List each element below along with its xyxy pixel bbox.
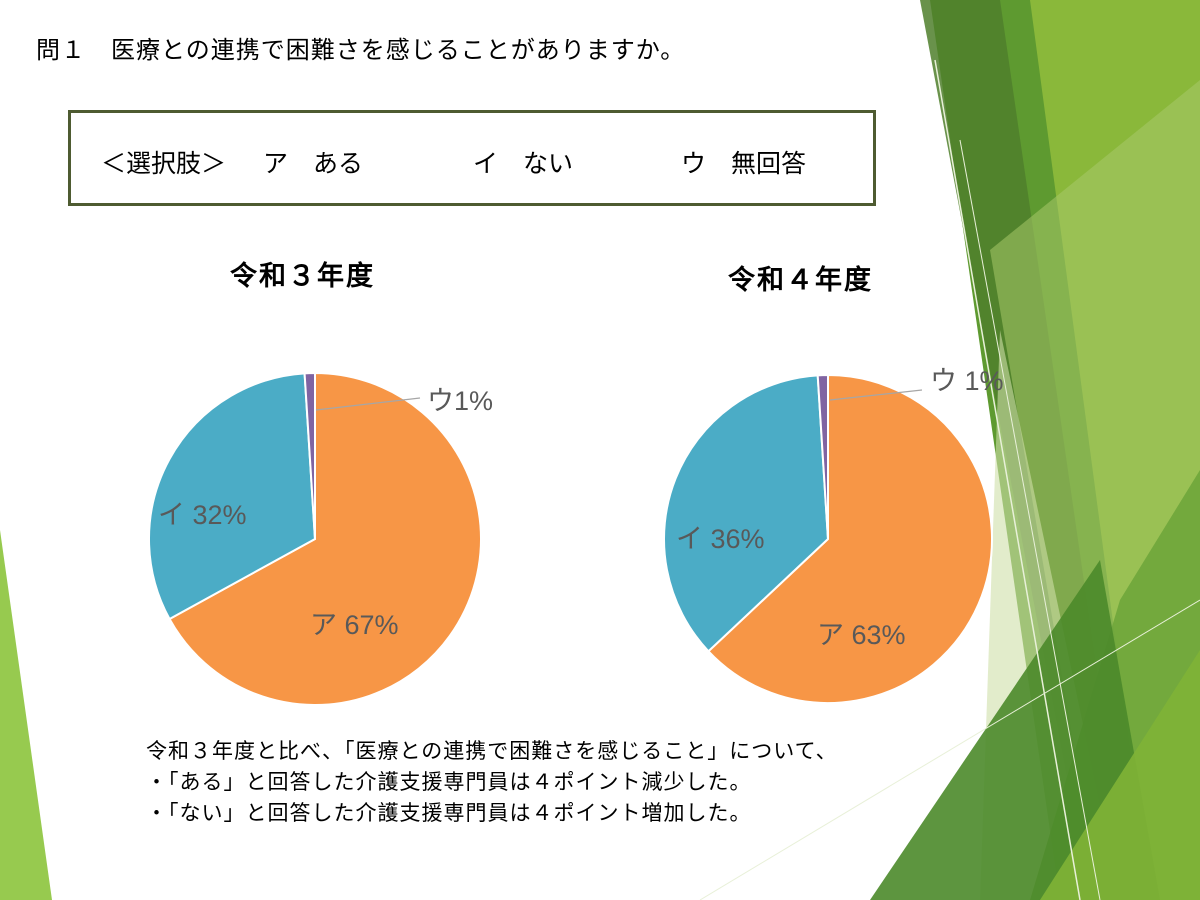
summary-text: 令和３年度と比べ、「医療との連携で困難さを感じること」について、 ・「ある」と回… [146, 736, 838, 829]
pie1-label-0: ア 67% [310, 610, 399, 640]
pie2-slice-2 [816, 373, 829, 540]
pie1-label-2: ウ1% [427, 386, 493, 416]
choice-i: イ ない [473, 149, 574, 178]
pie2-label-0: ア 63% [817, 620, 906, 650]
pie2-label-1: イ 36% [676, 524, 765, 554]
pie2-slice-1 [663, 374, 830, 653]
pie1-slice-0 [168, 371, 482, 706]
summary-line-2: ・「ある」と回答した介護支援専門員は４ポイント減少した。 [146, 770, 752, 794]
question-title: 問１ 医療との連携で困難さを感じることがありますか。 [36, 36, 686, 64]
choice-a: ア ある [263, 149, 364, 178]
chart-title-r4: 令和４年度 [728, 265, 873, 296]
pie1-slice-2 [303, 371, 316, 540]
pie1-label-1: イ 32% [158, 500, 247, 530]
pie2-leader-line [829, 389, 923, 401]
summary-line-3: ・「ない」と回答した介護支援専門員は４ポイント増加した。 [146, 801, 752, 825]
choices-label: ＜選択肢＞ [101, 149, 227, 178]
pie2-label-2: ウ 1% [930, 366, 1004, 396]
choices-box: ＜選択肢＞ ア ある イ ない ウ 無回答 [68, 110, 876, 206]
pie2-slice-0 [707, 373, 993, 704]
pie1-leader-line [315, 397, 421, 411]
summary-line-1: 令和３年度と比べ、「医療との連携で困難さを感じること」について、 [146, 739, 838, 763]
choice-u: ウ 無回答 [681, 149, 807, 178]
pie1-slice-1 [148, 372, 317, 621]
chart-title-r3: 令和３年度 [230, 261, 375, 292]
